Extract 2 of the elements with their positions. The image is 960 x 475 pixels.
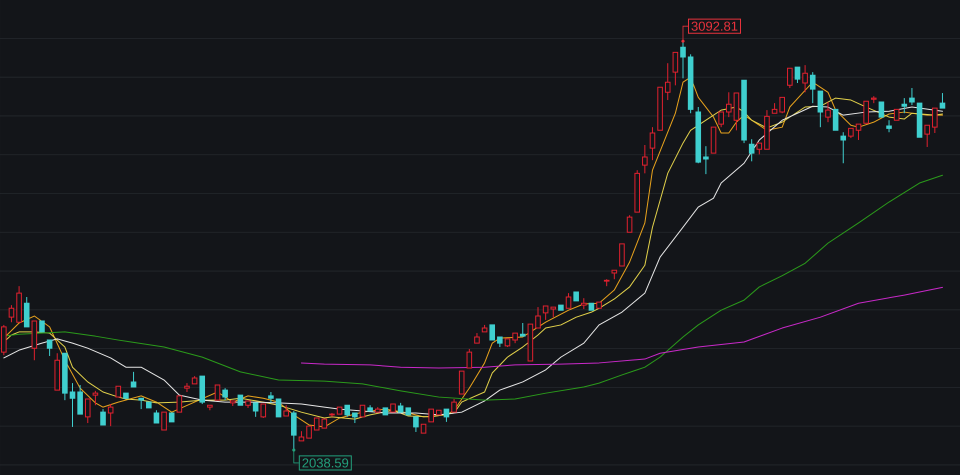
annotation: 2038.59 [302, 458, 348, 468]
annotation: 3092.81 [692, 22, 738, 31]
